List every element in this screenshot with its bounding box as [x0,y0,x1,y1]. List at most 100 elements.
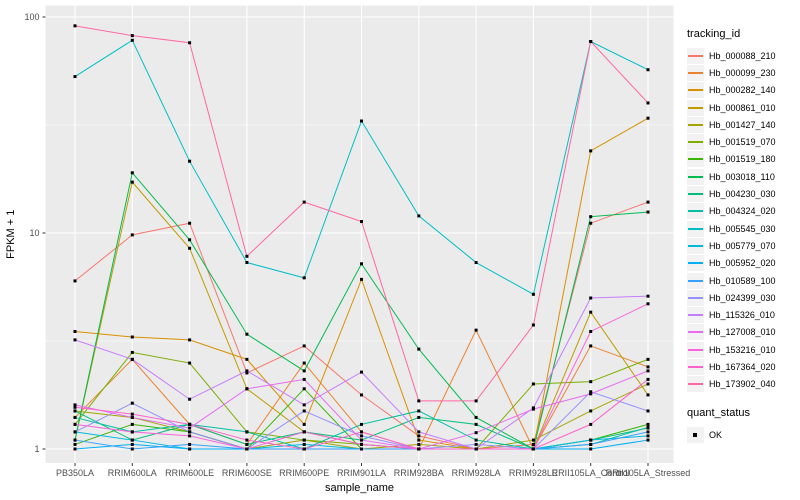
data-point [474,415,478,419]
data-point [589,380,593,384]
data-point [188,430,192,434]
legend-item: Hb_001427_140 [687,116,799,133]
data-point [73,405,77,409]
legend-key-icon [687,186,704,203]
legend-item-label: Hb_153216_010 [709,344,776,355]
legend-item: Hb_000099_230 [687,64,799,81]
data-point [646,365,650,369]
data-point [531,323,535,327]
data-point [302,422,306,426]
data-point [646,210,650,214]
data-point [589,221,593,225]
data-point [360,370,363,374]
data-point [130,430,134,434]
legend-item-label: Hb_005545_030 [709,223,776,234]
legend-item: Hb_000088_210 [687,47,799,64]
data-point [188,221,192,225]
data-point [130,350,134,354]
data-point [417,409,421,413]
data-point [589,438,593,442]
data-point [589,296,593,300]
data-point [360,434,363,438]
legend-item: Hb_153216_010 [687,341,799,358]
data-point [360,262,363,266]
data-point [302,377,306,381]
data-point [302,430,306,434]
data-point [646,393,650,397]
data-point [188,159,192,163]
data-point [360,438,363,442]
data-point [130,401,134,405]
data-point [360,430,363,434]
data-point [589,390,593,394]
data-point [188,41,192,45]
data-point [130,233,134,237]
data-point [130,171,134,175]
x-tick-label: RRII105LA_Stressed [606,468,691,478]
data-point [245,430,249,434]
legend-key-icon [687,134,704,151]
legend-key-icon [687,272,704,289]
data-point [646,357,650,361]
data-point [474,447,478,451]
x-tick-label: PB350LA [56,468,94,478]
x-tick-label: RRIM928BA [394,468,444,478]
legend-item-label: Hb_167364_020 [709,361,776,372]
legend-item: Hb_010589_100 [687,272,799,289]
x-tick-label: RRIM600PE [279,468,329,478]
data-point [73,438,77,442]
data-point [73,338,77,342]
legend-key-icon [687,203,704,220]
quant-legend-title: quant_status [687,406,750,419]
data-point [188,434,192,438]
data-point [245,254,249,258]
data-point [646,438,650,442]
data-point [360,393,363,397]
legend-item-label: Hb_024399_030 [709,292,776,303]
legend-item-label: Hb_000282_140 [709,85,776,96]
data-point [646,294,650,298]
data-point [474,422,478,426]
data-point [646,302,650,306]
data-point [474,261,478,265]
data-point [245,442,249,446]
data-point [73,409,77,413]
data-point [589,310,593,314]
data-point [73,415,77,419]
data-point [188,397,192,401]
y-tick-label: 10 [29,228,39,238]
legend-item-label: Hb_001427_140 [709,119,776,130]
legend-items: Hb_000088_210 Hb_000099_230 Hb_000282_140 H… [687,47,799,393]
legend-item: Hb_167364_020 [687,358,799,375]
data-point [646,434,650,438]
data-point [589,409,593,413]
legend-item: Hb_005952_020 [687,255,799,272]
legend-key-icon [687,237,704,254]
data-point [360,442,363,446]
data-point [188,338,192,342]
legend-item: Hb_127008_010 [687,324,799,341]
legend-item-label: Hb_115326_010 [709,310,775,321]
data-point [302,369,306,373]
legend-key-icon [687,47,704,64]
data-point [589,442,593,446]
data-point [188,246,192,250]
data-point [302,447,306,451]
legend-item-label: Hb_004230_030 [709,189,776,200]
data-point [646,101,650,105]
data-point [73,442,77,446]
data-point [646,422,650,426]
legend-title: tracking_id [687,28,741,40]
legend-item: Hb_005779_070 [687,237,799,254]
data-point [245,371,249,375]
data-point [417,399,421,403]
legend-key-icon [687,358,704,375]
data-point [589,40,593,44]
data-point [188,422,192,426]
data-point [474,442,478,446]
legend-key-icon [687,220,704,237]
legend-item-label: Hb_127008_010 [709,327,776,338]
legend-key-icon [687,64,704,81]
x-tick-label: RRII105LA_Control [552,468,630,478]
data-point [531,438,535,442]
